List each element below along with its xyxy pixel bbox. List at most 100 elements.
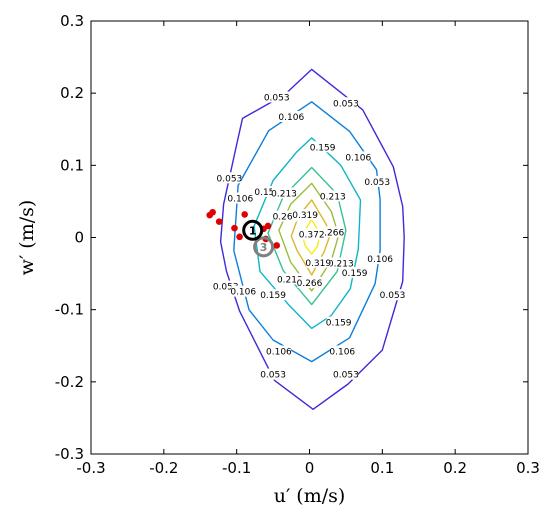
y-tick-label: 0.1: [60, 156, 84, 174]
contour-label-text: 0.106: [367, 255, 393, 265]
marker-layer: 31: [242, 219, 275, 258]
x-axis-label: u′ (m/s): [274, 485, 346, 507]
contour-label-4-1: 0.266: [318, 226, 345, 238]
contour-label-bg: [228, 192, 253, 204]
contour-label-1-5: 0.106: [329, 345, 355, 358]
contour-label-0-0: 0.053: [264, 91, 290, 103]
contour-label-bg: [217, 172, 242, 184]
contour-label-1-4: 0.106: [230, 285, 256, 298]
contour-label-2-0: 0.159: [310, 141, 336, 153]
y-tick-label: -0.2: [55, 373, 84, 391]
contour-label-bg: [279, 110, 304, 122]
contour-label-text: 0.053: [333, 371, 359, 381]
contour-label-2-1: 0.159: [254, 186, 280, 198]
contour-label-bg: [368, 253, 393, 265]
x-tick-label: -0.2: [149, 459, 178, 477]
contour-label-6-0: 0.372: [299, 228, 325, 241]
contour-label-text: 0.053: [217, 174, 243, 184]
scatter-point-8: [273, 242, 281, 249]
y-tick-label: 0.2: [60, 84, 84, 102]
contour-label-1-6: 0.106: [266, 345, 292, 358]
contour-label-0-3: 0.053: [364, 175, 390, 188]
contour-label-bg: [272, 187, 297, 199]
scatter-point-2: [215, 218, 223, 225]
contour-label-text: 0.213: [320, 192, 346, 202]
contour-label-bg: [297, 276, 322, 288]
marker-ring: [242, 219, 264, 241]
contour-label-0-4: 0.053: [213, 280, 239, 293]
contour-label-bg: [310, 141, 335, 153]
contour-label-text: 0.213: [277, 275, 303, 285]
contour-label-bg: [213, 280, 238, 292]
contour-label-bg: [261, 289, 286, 301]
x-tick-label: 0: [305, 459, 315, 477]
contour-label-bg: [365, 175, 390, 187]
contour-line-2: [253, 137, 362, 330]
contour-label-0-7: 0.053: [333, 368, 359, 381]
contour-label-2-2: 0.159: [342, 266, 368, 279]
contour-label-bg: [273, 210, 298, 222]
contour-label-text: 0.159: [342, 269, 368, 279]
contour-label-text: 0.106: [278, 113, 304, 123]
contour-label-text: 0.319: [305, 259, 331, 269]
contour-label-text: 0.319: [292, 211, 318, 221]
contour-label-bg: [342, 266, 367, 278]
contour-label-text: 0.053: [213, 283, 239, 293]
contour-label-1-1: 0.106: [345, 151, 371, 163]
contour-label-text: 0.266: [297, 279, 323, 289]
contour-label-text: 0.266: [318, 228, 344, 238]
contour-label-3-2: 0.213: [328, 257, 354, 269]
contour-label-bg: [326, 316, 351, 328]
contour-label-1-3: 0.106: [367, 253, 393, 265]
contour-label-bg: [293, 209, 318, 221]
contour-label-4-0: 0.266: [273, 210, 299, 223]
contour-label-4-2: 0.266: [297, 276, 323, 289]
x-tick-label: 0.1: [370, 459, 394, 477]
contour-line-3: [267, 166, 347, 306]
contour-label-bg: [255, 186, 280, 198]
contour-label-text: 0.159: [254, 188, 280, 198]
x-tick-label: 0.3: [516, 459, 540, 477]
contour-label-text: 0.213: [328, 259, 354, 269]
marker-ring: [253, 236, 275, 258]
contour-label-text: 0.053: [264, 93, 290, 103]
contour-label-text: 0.372: [299, 231, 325, 241]
contour-label-bg: [299, 228, 324, 240]
marker-1: 1: [242, 219, 264, 241]
contour-label-bg: [264, 91, 289, 103]
contour-label-text: 0.159: [260, 291, 286, 301]
axis-layer: -0.3 -0.2 -0.1 0 0.1 0.2 0.3 -0.3 -0.2 -0.1 0 0.1 0.…: [55, 12, 540, 477]
contour-label-bg: [231, 285, 256, 297]
contour-label-bg: [320, 190, 345, 202]
scatter-point-7: [264, 222, 272, 230]
contour-label-bg: [266, 345, 291, 357]
contour-label-text: 0.159: [326, 319, 352, 329]
y-tick-label: -0.3: [55, 445, 84, 463]
y-axis-label: w′ (m/s): [16, 200, 38, 276]
scatter-point-5: [236, 233, 243, 241]
y-tick-label: 0: [74, 229, 84, 247]
contour-label-text: 0.053: [380, 291, 406, 301]
scatter-point-4: [241, 211, 248, 218]
contour-label-3-1: 0.213: [320, 190, 346, 202]
marker-3: 3: [253, 236, 275, 258]
contour-label-bg: [306, 256, 331, 268]
contour-label-3-3: 0.213: [277, 273, 303, 285]
marker-number: 3: [260, 241, 268, 254]
contour-label-bg: [261, 368, 286, 380]
contour-label-3-0: 0.213: [271, 187, 297, 199]
contour-label-bg: [330, 345, 355, 357]
contour-label-text: 0.106: [329, 348, 355, 358]
contour-label-bg: [319, 226, 344, 238]
x-tick-label: -0.1: [222, 459, 251, 477]
contour-label-bg: [328, 257, 353, 269]
contour-label-5-1: 0.319: [305, 256, 331, 269]
scatter-point-3: [231, 224, 238, 232]
contour-label-text: 0.159: [310, 143, 336, 153]
contour-label-bg: [333, 97, 358, 109]
contour-label-bg: [333, 368, 358, 380]
x-tick-label: -0.3: [76, 459, 105, 477]
contour-label-text: 0.053: [364, 178, 390, 188]
contour-label-0-6: 0.053: [260, 368, 286, 381]
